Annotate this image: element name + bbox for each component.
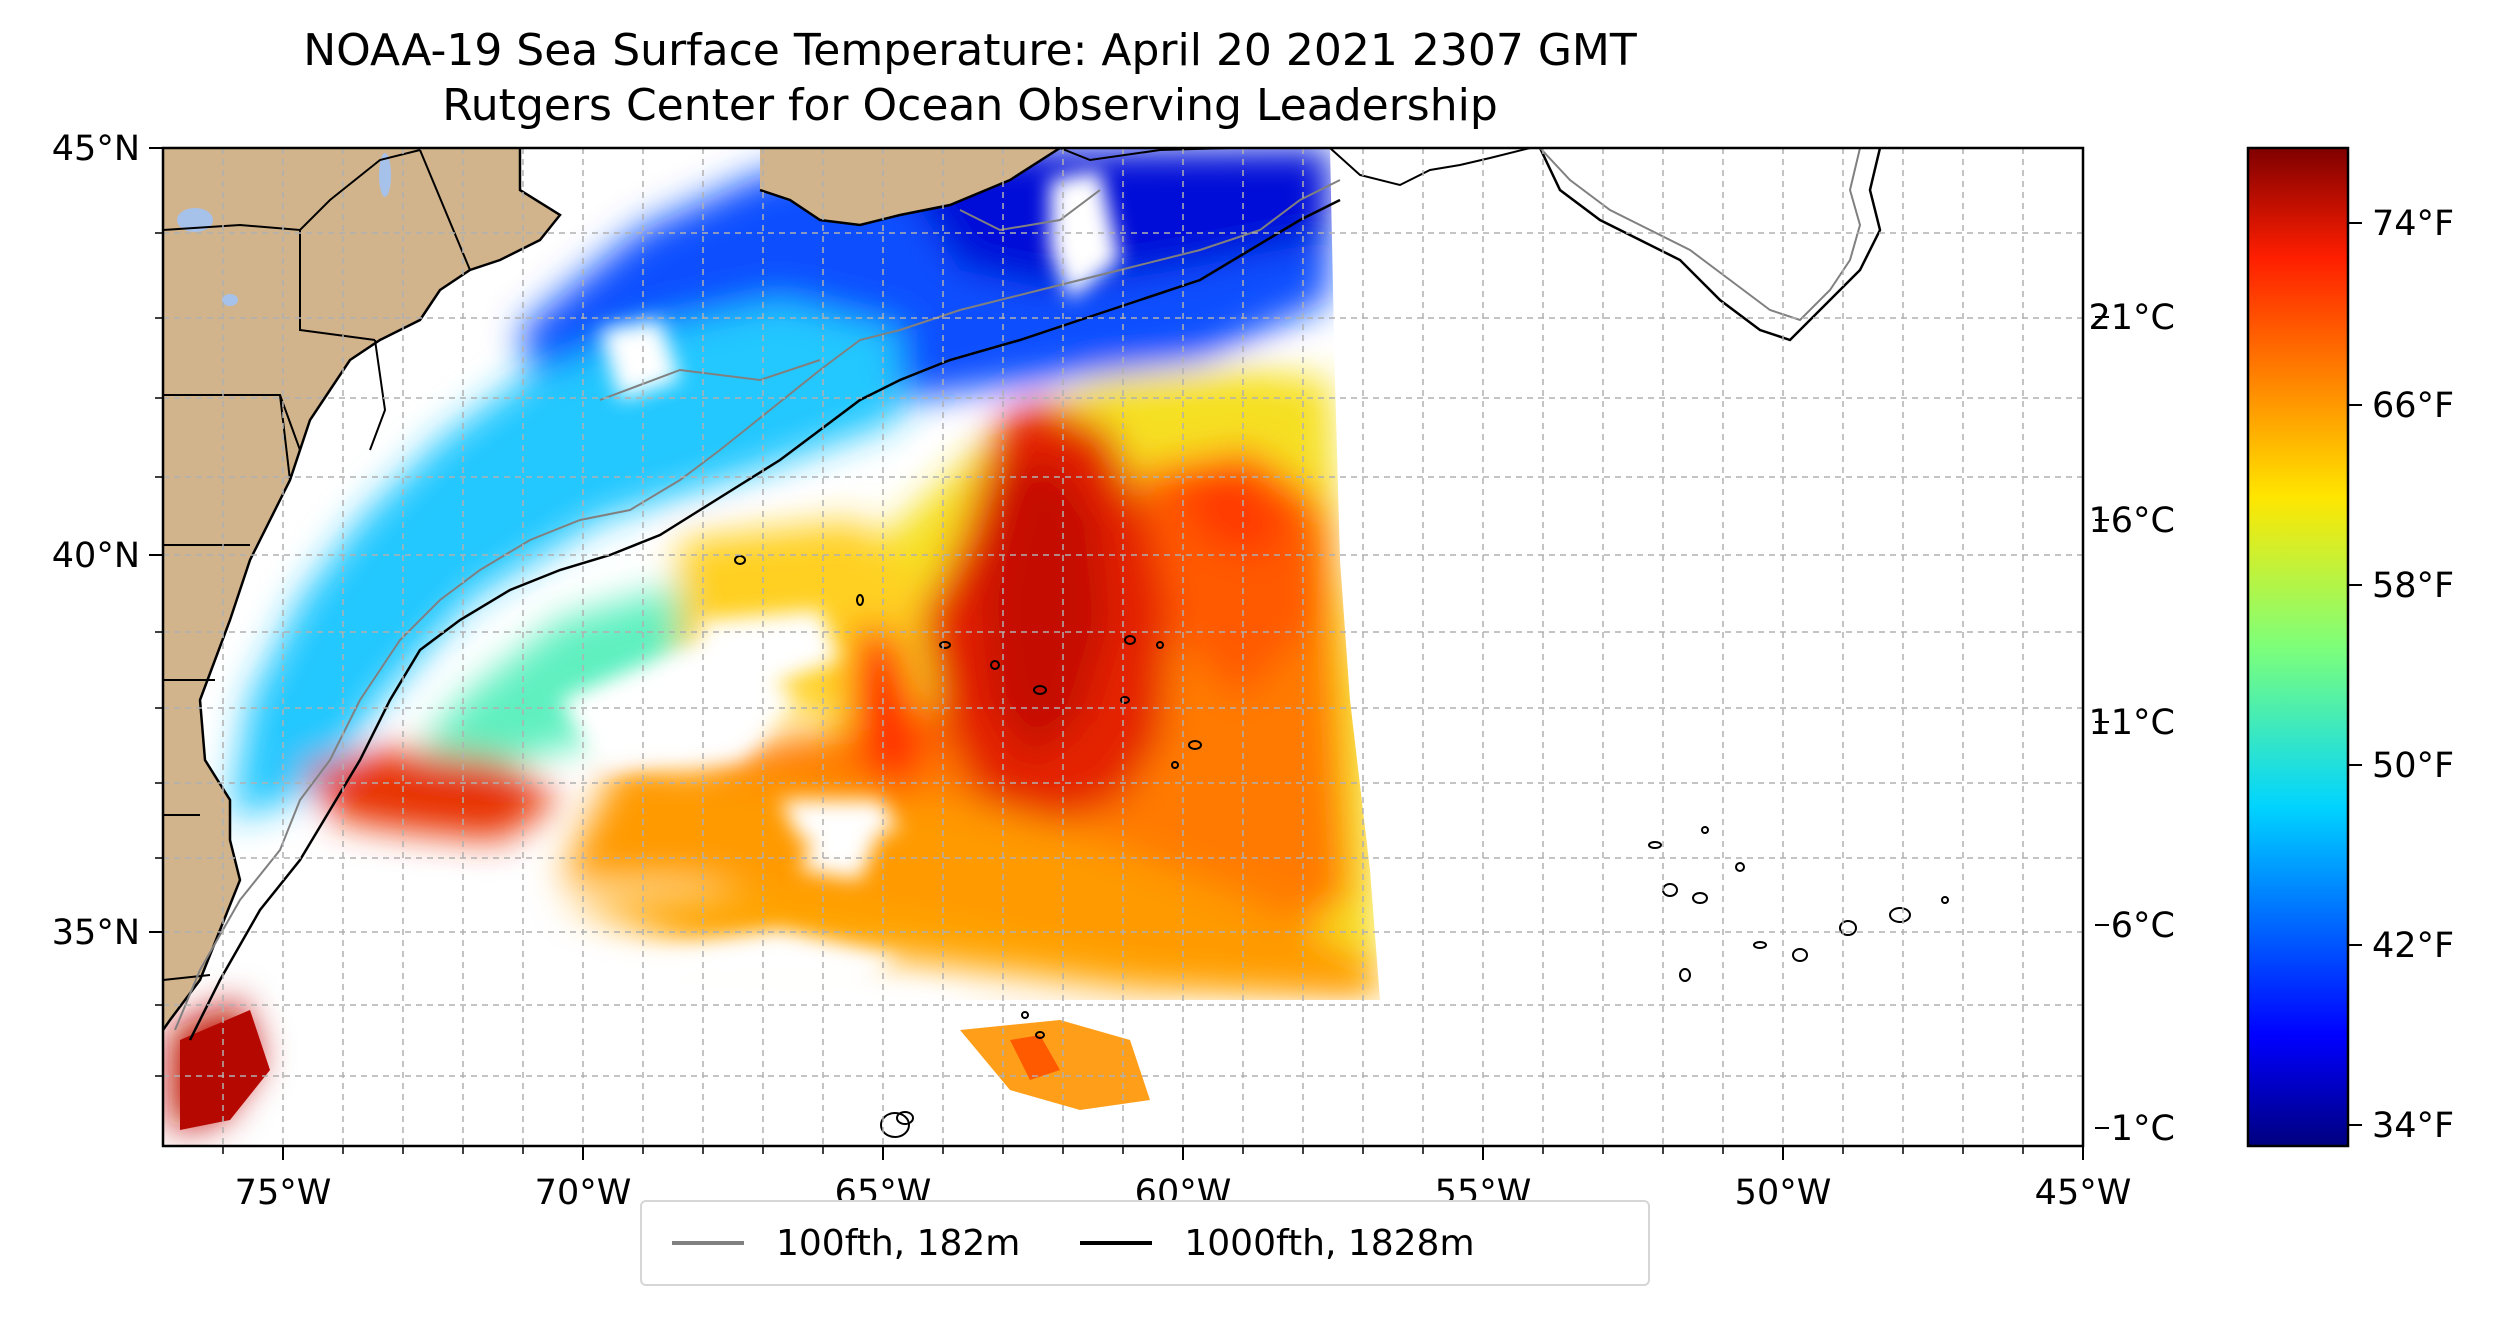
colorbar-c-label: 16°C: [2089, 501, 2175, 541]
colorbar-frame: [2246, 146, 2350, 1148]
x-tick-label: 70°W: [535, 1173, 632, 1213]
y-minor-ticks: [155, 232, 163, 1077]
figure-title: NOAA-19 Sea Surface Temperature: April 2…: [303, 25, 1637, 76]
legend: 100fth, 182m 1000fth, 1828m: [640, 1200, 1650, 1286]
legend-label: 100fth, 182m: [776, 1222, 1021, 1264]
canada-coastline: [759, 148, 1061, 227]
colorbar-c-label: 11°C: [2089, 703, 2175, 743]
legend-label: 1000fth, 1828m: [1184, 1222, 1475, 1264]
isobath-1000fth: [188, 198, 1341, 1041]
us-coastline: [163, 148, 562, 1031]
land-canada: [760, 148, 1060, 225]
grand-banks-100: [1539, 148, 1862, 322]
land-us: [163, 148, 560, 1030]
legend-item-1000fth: 1000fth, 1828m: [1080, 1222, 1475, 1264]
gridlines: [163, 148, 2083, 1146]
legend-item-100fth: 100fth, 182m: [672, 1223, 1020, 1264]
state-borders: [163, 149, 471, 981]
grand-banks-1000: [1538, 148, 1882, 342]
colorbar-f-label: 34°F: [2372, 1106, 2454, 1146]
isobath-100fth: [174, 179, 1341, 1031]
lakes: [177, 153, 391, 306]
legend-swatch-black-line: [1080, 1241, 1153, 1245]
colorbar-f-label: 50°F: [2372, 746, 2454, 786]
y-tick-label: 45°N: [52, 129, 140, 169]
x-tick-label: 50°W: [1735, 1173, 1832, 1213]
y-tick-label: 35°N: [52, 913, 140, 953]
x-ticks: [282, 1146, 2084, 1160]
colorbar: [2248, 148, 2348, 1146]
map-area: [163, 148, 2083, 1146]
colorbar-f-label: 66°F: [2372, 386, 2454, 426]
y-tick-label: 40°N: [52, 536, 140, 576]
colorbar-c-label: 21°C: [2089, 298, 2175, 338]
figure-subtitle: Rutgers Center for Ocean Observing Leade…: [442, 80, 1498, 131]
newfoundland-coast-2: [1329, 148, 1531, 187]
y-ticks: [149, 147, 163, 933]
legend-swatch-gray-line: [672, 1241, 744, 1245]
colorbar-c-label: 1°C: [2111, 1109, 2175, 1149]
x-minor-ticks: [222, 1146, 2024, 1154]
colorbar-f-label: 58°F: [2372, 566, 2454, 606]
seamounts: [734, 555, 1949, 1138]
colorbar-c-label: 6°C: [2111, 906, 2175, 946]
colorbar-f-label: 74°F: [2372, 204, 2454, 244]
x-tick-label: 45°W: [2035, 1173, 2132, 1213]
sst-field: [170, 148, 2083, 1146]
colorbar-f-label: 42°F: [2372, 926, 2454, 966]
colorbar-f-ticks: [2348, 222, 2362, 1126]
x-tick-label: 75°W: [235, 1173, 332, 1213]
colorbar-c-ticks: [2095, 316, 2109, 1129]
